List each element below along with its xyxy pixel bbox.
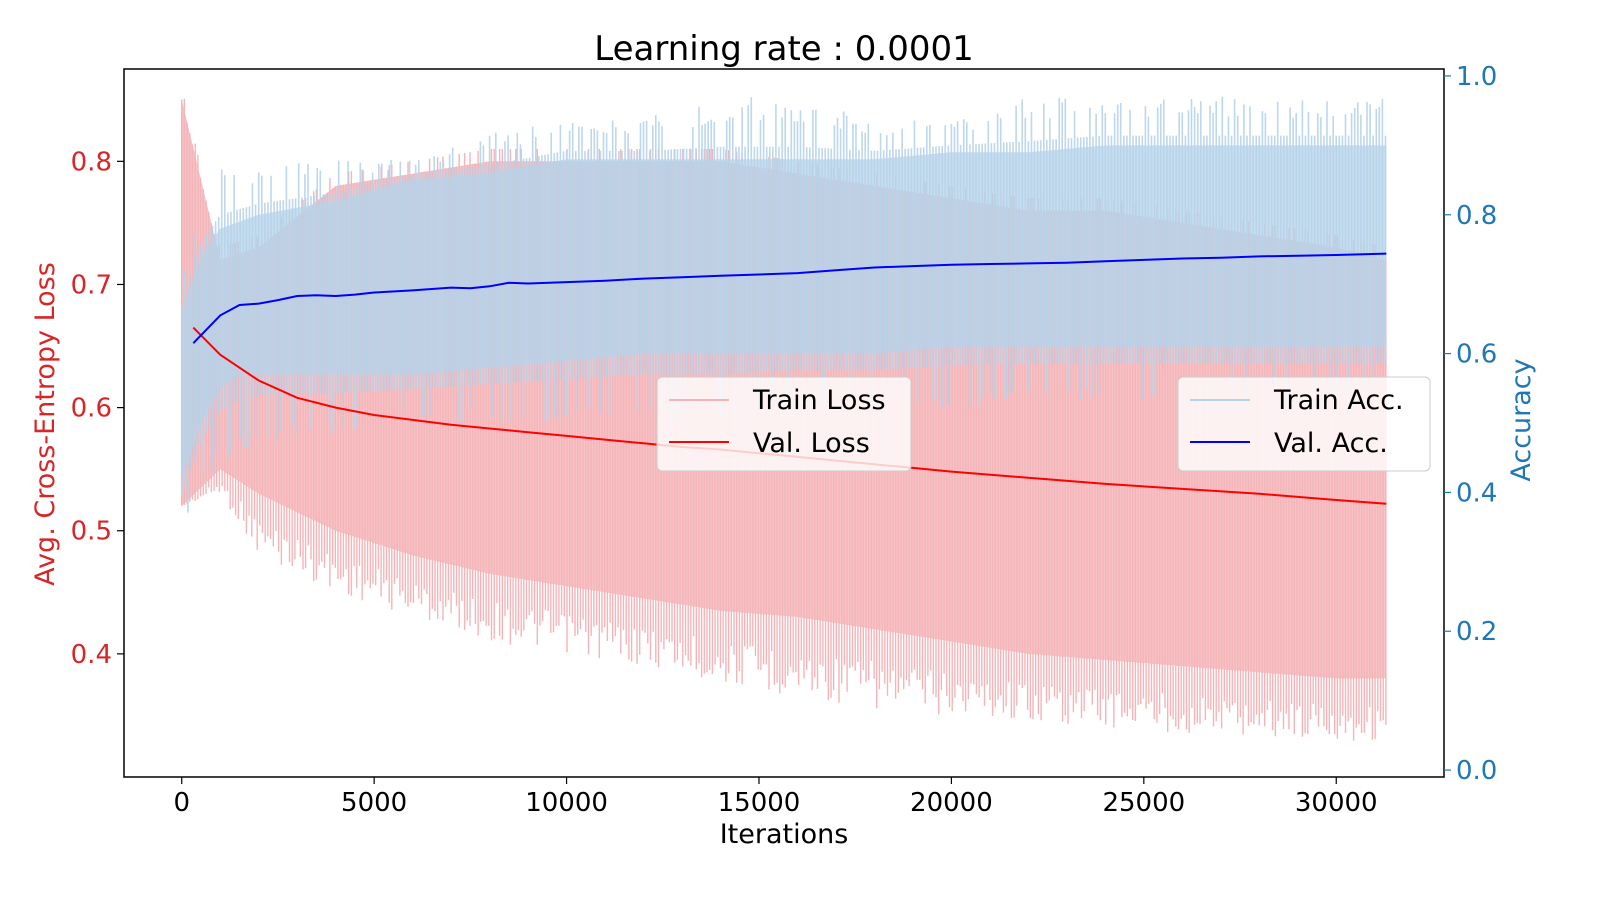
x-tick-label: 5000 bbox=[341, 788, 407, 818]
y-left-tick-label: 0.7 bbox=[71, 270, 112, 300]
legend-val-acc-label: Val. Acc. bbox=[1274, 428, 1388, 459]
x-tick-label: 25000 bbox=[1102, 788, 1185, 818]
y-right-tick-label: 0.2 bbox=[1456, 617, 1497, 647]
x-axis-label: Iterations bbox=[720, 819, 849, 850]
train-acc-band bbox=[180, 96, 1387, 513]
y-right-tick-label: 0.4 bbox=[1456, 478, 1497, 508]
y-right-tick-label: 0.0 bbox=[1456, 756, 1497, 786]
y-right-tick-label: 1.0 bbox=[1456, 62, 1497, 92]
y-left-tick-label: 0.8 bbox=[71, 147, 112, 177]
y-right-tick-label: 0.8 bbox=[1456, 201, 1497, 231]
chart-title: Learning rate : 0.0001 bbox=[594, 29, 974, 69]
y-right-axis-label: Accuracy bbox=[1506, 358, 1537, 481]
legend-right: Train Acc. Val. Acc. bbox=[1177, 376, 1431, 472]
y-left-tick-label: 0.5 bbox=[71, 517, 112, 547]
val-acc-series-line bbox=[192, 252, 1387, 344]
y-right-axis-ticks: 0.0 0.2 0.4 0.6 0.8 1.0 bbox=[1444, 62, 1497, 786]
legend-train-loss-label: Train Loss bbox=[752, 385, 886, 416]
val-acc-line bbox=[192, 252, 1387, 344]
x-tick-label: 30000 bbox=[1295, 788, 1378, 818]
legend-val-loss-label: Val. Loss bbox=[753, 428, 870, 459]
x-tick-label: 15000 bbox=[718, 788, 801, 818]
y-left-axis-label: Avg. Cross-Entropy Loss bbox=[30, 262, 61, 586]
y-left-axis-ticks: 0.4 0.5 0.6 0.7 0.8 bbox=[71, 147, 124, 670]
y-left-tick-label: 0.4 bbox=[71, 640, 112, 670]
y-right-tick-label: 0.6 bbox=[1456, 340, 1497, 370]
legend-left: Train Loss Val. Loss bbox=[656, 376, 912, 472]
x-tick-label: 10000 bbox=[525, 788, 608, 818]
legend-train-acc-label: Train Acc. bbox=[1273, 385, 1404, 416]
x-tick-label: 20000 bbox=[910, 788, 993, 818]
x-axis-ticks: 0 5000 10000 15000 20000 25000 30000 bbox=[173, 777, 1378, 818]
x-tick-label: 0 bbox=[173, 788, 190, 818]
y-left-tick-label: 0.6 bbox=[71, 394, 112, 424]
plot-frame bbox=[123, 68, 1445, 778]
